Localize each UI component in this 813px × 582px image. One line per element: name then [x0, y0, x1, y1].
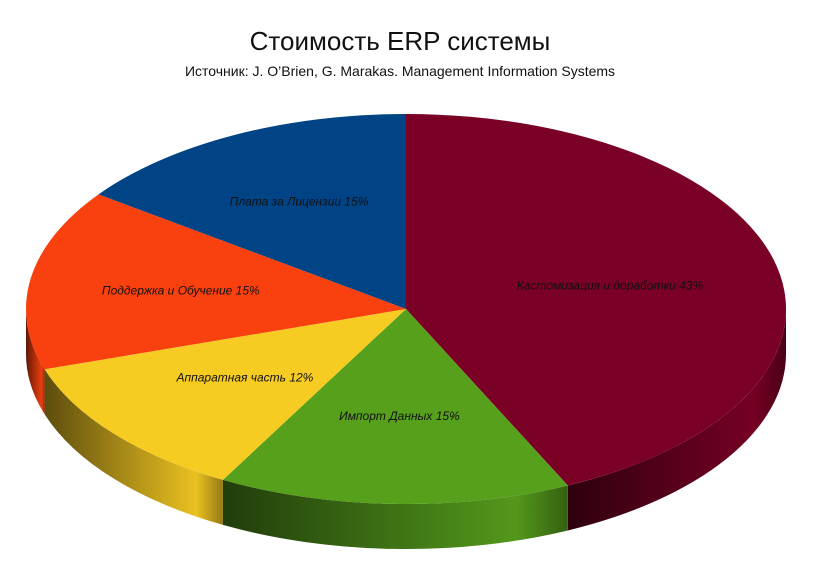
pie-top-layer	[25, 114, 786, 505]
slice-2-label: Импорт Данных 15%	[339, 409, 460, 423]
pie-label-layer: Кастомизация и доработки 43% Импорт Данны…	[102, 194, 704, 423]
slice-4-wedge	[25, 194, 407, 370]
slice-1-side	[567, 309, 786, 531]
slice-1-wedge	[406, 114, 786, 486]
slice-5-label: Плата за Лицензии 15%	[230, 194, 369, 208]
chart-subtitle: Источник: J. O’Brien, G. Marakas. Manage…	[184, 63, 616, 79]
slice-3-side	[44, 369, 223, 525]
pie-side-layer	[26, 309, 786, 550]
slice-3-wedge	[44, 309, 406, 480]
chart-title: Стоимость ERP системы	[249, 26, 551, 56]
slice-2-wedge	[222, 309, 568, 505]
slice-1-label: Кастомизация и доработки 43%	[517, 279, 704, 293]
slice-4-label: Поддержка и Обучение 15%	[102, 284, 260, 298]
slice-3-label: Аппаратная часть 12%	[176, 370, 314, 384]
slice-4-side	[26, 309, 45, 415]
slice-5-wedge	[98, 114, 406, 309]
slice-2-side	[222, 479, 568, 550]
